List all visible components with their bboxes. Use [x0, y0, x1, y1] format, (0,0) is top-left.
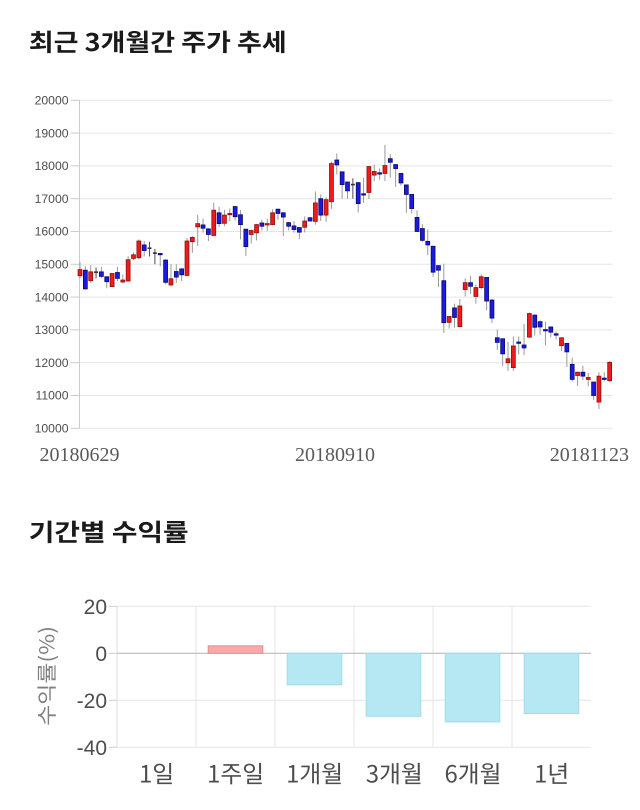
svg-text:-20: -20 [77, 690, 107, 713]
svg-text:19000: 19000 [35, 126, 69, 140]
svg-text:20000: 20000 [35, 94, 69, 108]
svg-text:12000: 12000 [35, 356, 69, 370]
svg-text:10000: 10000 [35, 422, 69, 436]
svg-text:-40: -40 [77, 737, 107, 760]
svg-text:17000: 17000 [35, 192, 69, 206]
svg-text:20180629: 20180629 [40, 444, 120, 466]
svg-text:16000: 16000 [35, 225, 69, 239]
svg-text:20181123: 20181123 [550, 444, 629, 466]
svg-text:20180910: 20180910 [295, 444, 375, 466]
svg-text:0: 0 [95, 643, 107, 666]
svg-text:20: 20 [84, 596, 107, 619]
svg-text:13000: 13000 [35, 323, 69, 337]
svg-text:11000: 11000 [36, 389, 69, 403]
svg-text:14000: 14000 [35, 290, 69, 304]
svg-text:15000: 15000 [35, 258, 69, 272]
svg-text:18000: 18000 [35, 159, 69, 173]
